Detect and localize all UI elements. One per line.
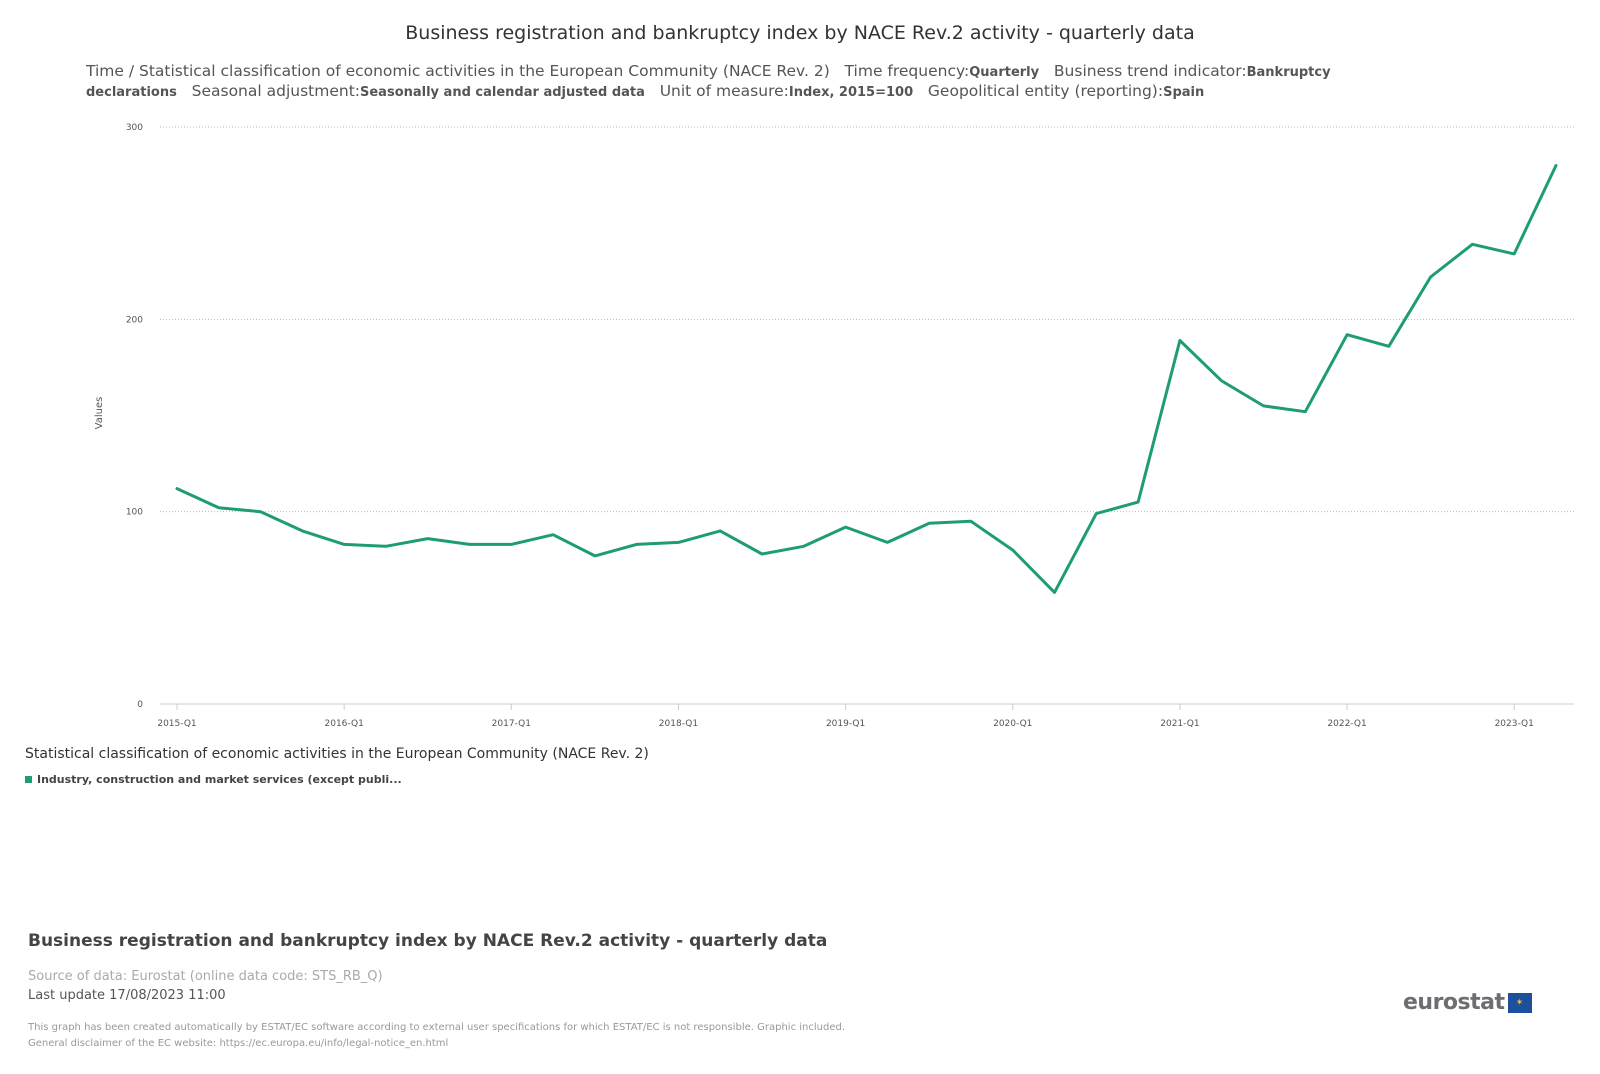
series-line — [175, 164, 1558, 594]
geo-label: Geopolitical entity (reporting): — [927, 82, 1164, 100]
chart-title: Business registration and bankruptcy ind… — [405, 22, 1195, 44]
unit-value: Index, 2015=100 — [788, 85, 914, 100]
freq-value: Quarterly — [969, 65, 1040, 80]
footer-title: Business registration and bankruptcy ind… — [28, 931, 828, 951]
grid-lines — [160, 126, 1574, 513]
footer-disclaimer: This graph has been created automaticall… — [28, 1022, 846, 1033]
x-tick-label: 2017-Q1 — [492, 719, 531, 729]
y-tick-label: 300 — [126, 123, 143, 133]
logo-text: eurostat — [1403, 990, 1505, 1015]
y-tick-label: 200 — [126, 315, 143, 325]
x-tick-label: 2019-Q1 — [826, 719, 865, 729]
y-axis-label: Values — [94, 397, 105, 430]
x-tick-label: 2023-Q1 — [1495, 719, 1534, 729]
x-tick-label: 2022-Q1 — [1327, 719, 1366, 729]
y-tick-label: 0 — [137, 700, 143, 710]
y-tick-label: 100 — [126, 508, 143, 518]
indic-value: Bankruptcy declarations — [86, 65, 1331, 100]
chart-subtitle: Time / Statistical classification of eco… — [86, 62, 1426, 102]
legend-title: Statistical classification of economic a… — [25, 746, 649, 762]
indic-label: Business trend indicator: — [1053, 62, 1247, 80]
footer-source: Source of data: Eurostat (online data co… — [28, 969, 383, 984]
eurostat-logo: eurostat ✶ — [1403, 990, 1532, 1015]
x-tick-label: 2021-Q1 — [1160, 719, 1199, 729]
unit-label: Unit of measure: — [659, 82, 789, 100]
freq-label: Time frequency: — [844, 62, 970, 80]
geo-value: Spain — [1163, 85, 1205, 100]
x-tick-label: 2016-Q1 — [325, 719, 364, 729]
eu-flag-icon: ✶ — [1507, 992, 1532, 1013]
footer-last-update: Last update 17/08/2023 11:00 — [28, 988, 226, 1003]
x-axis: 2015-Q1 2016-Q1 2017-Q1 2018-Q1 2019-Q1 2020-… — [157, 703, 1574, 729]
sadj-value: Seasonally and calendar adjusted data — [360, 85, 645, 100]
legend-item[interactable]: Industry, construction and market servic… — [25, 773, 402, 786]
x-tick-label: 2015-Q1 — [157, 719, 196, 729]
footer-disclaimer-link[interactable]: General disclaimer of the EC website: ht… — [28, 1038, 449, 1049]
x-tick-label: 2020-Q1 — [993, 719, 1032, 729]
x-tick-label: 2018-Q1 — [659, 719, 698, 729]
legend-swatch — [25, 776, 32, 783]
y-axis: 0 100 200 300 — [126, 123, 143, 710]
legend-label: Industry, construction and market servic… — [37, 773, 402, 786]
dims-label: Time / Statistical classification of eco… — [86, 62, 830, 80]
series-group — [175, 164, 1558, 594]
sadj-label: Seasonal adjustment: — [191, 82, 360, 100]
